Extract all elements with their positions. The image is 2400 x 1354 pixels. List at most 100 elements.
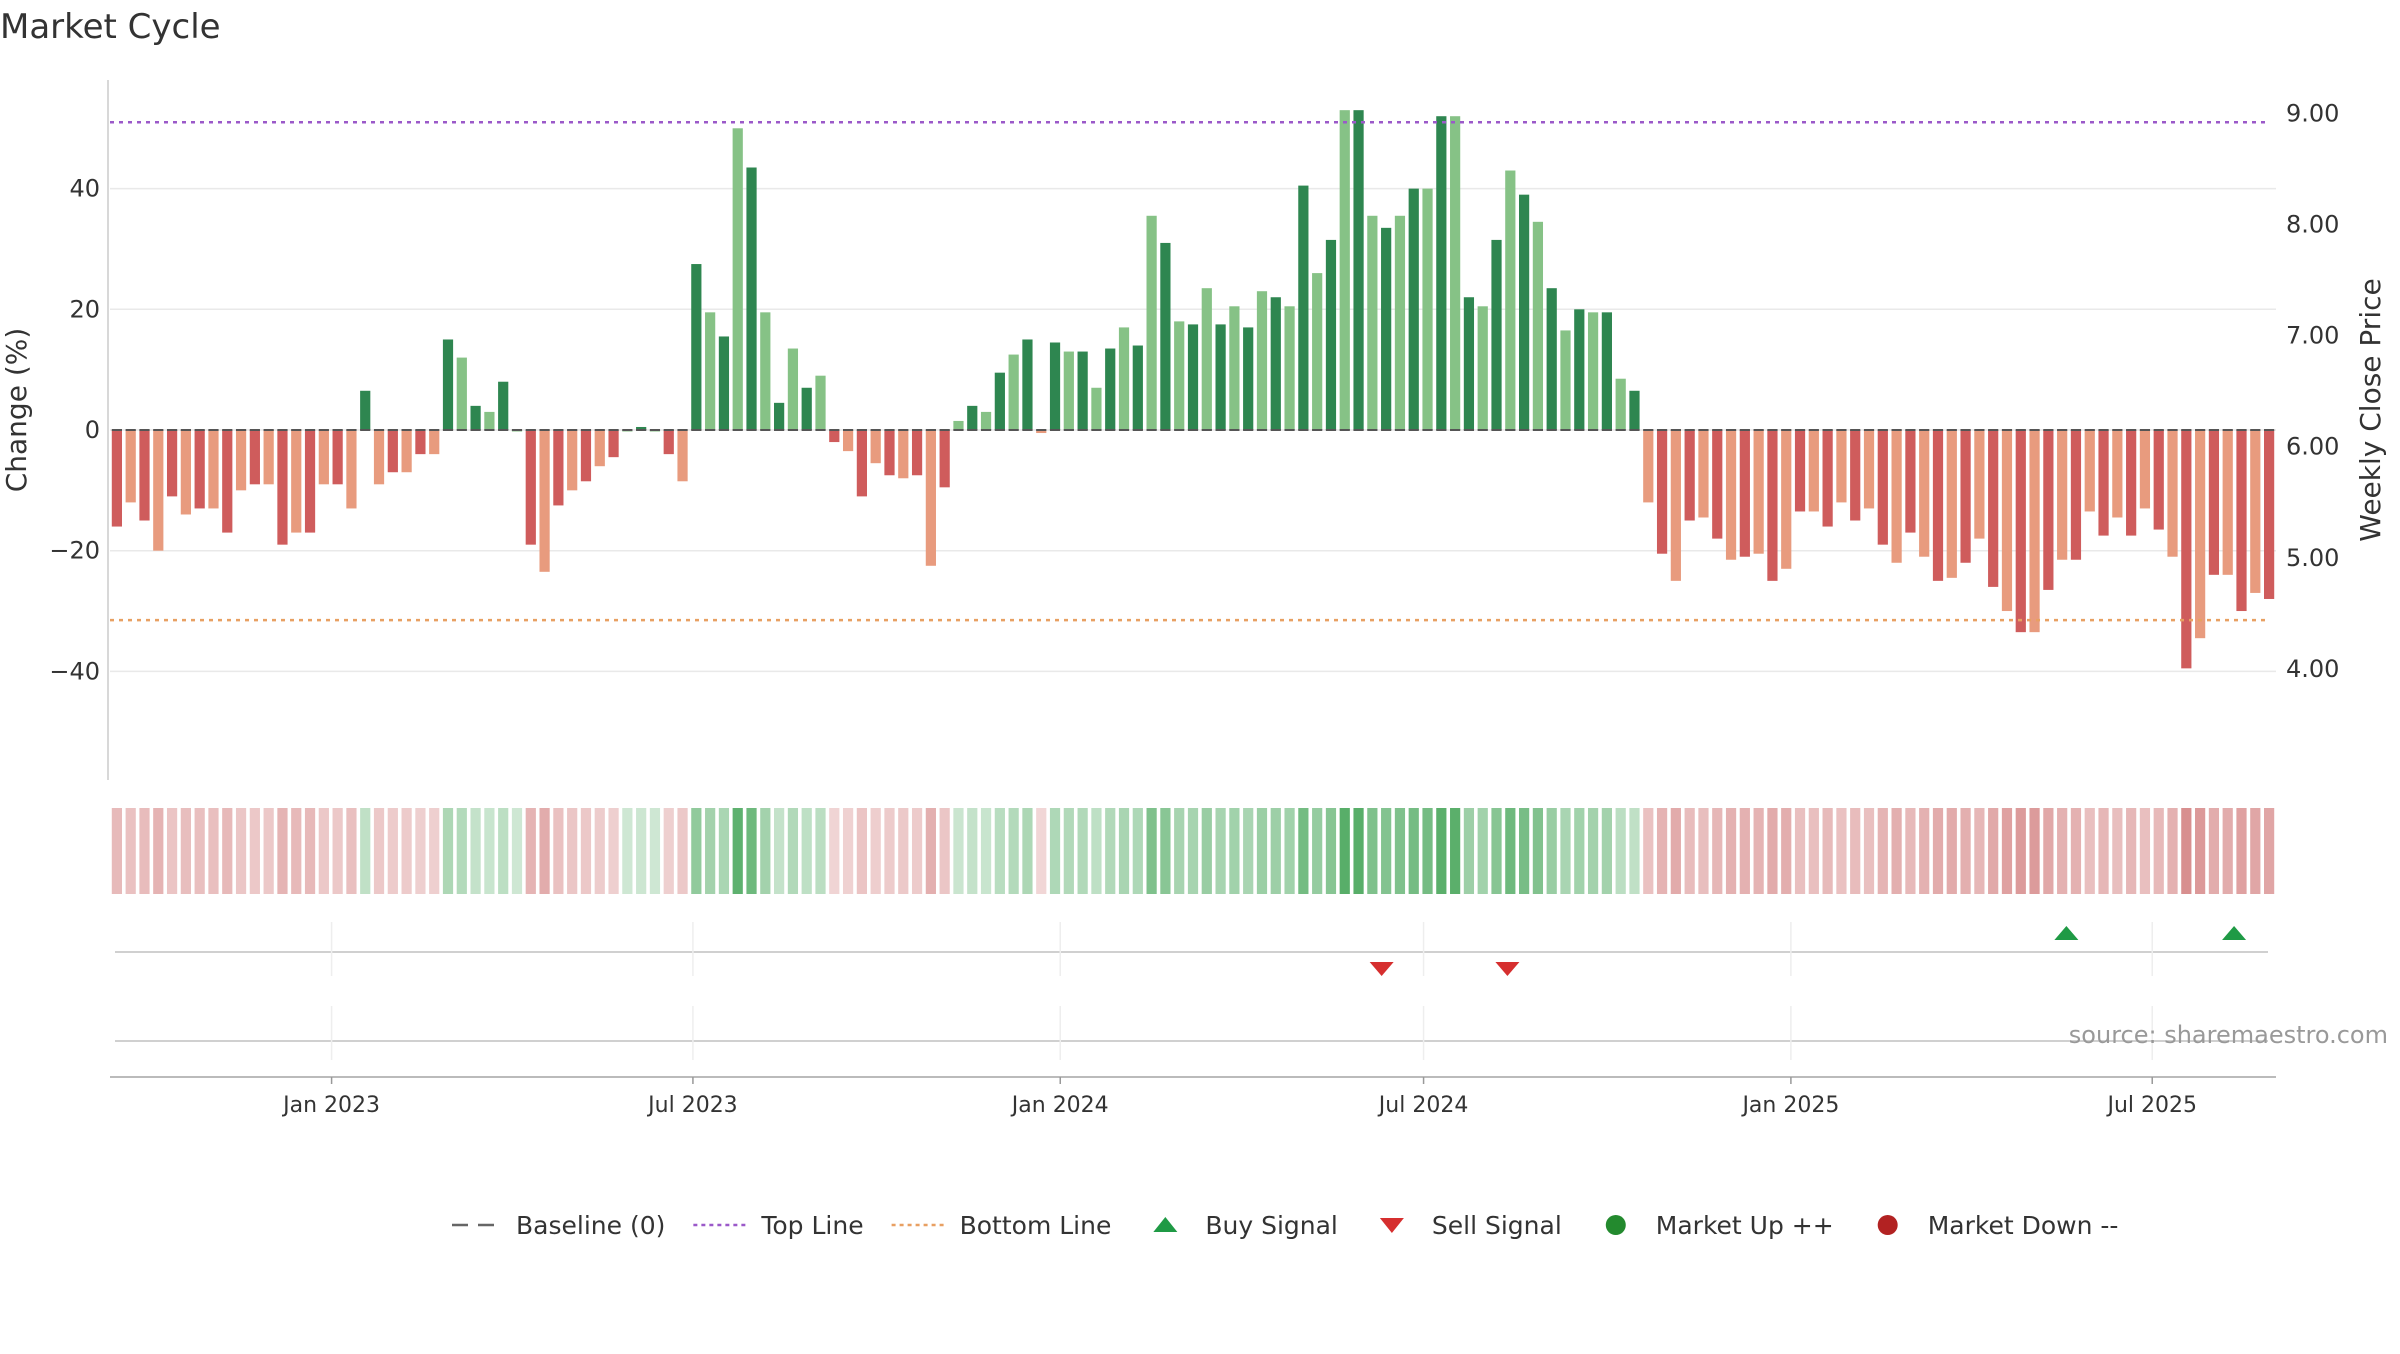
heat-strip-cell	[1022, 808, 1033, 894]
legend-circle-icon	[1605, 1215, 1626, 1235]
bar	[2208, 430, 2220, 575]
heat-strip-cell	[1381, 808, 1392, 894]
heat-strip-cell	[1546, 808, 1557, 894]
heat-strip-cell	[1463, 808, 1475, 894]
bar	[705, 312, 716, 430]
bar	[1381, 227, 1392, 430]
heat-strip-cell	[1988, 808, 1999, 894]
heat-strip-cell	[1201, 808, 1212, 894]
bar	[1643, 430, 1654, 503]
bar	[1615, 378, 1626, 430]
bar	[884, 430, 895, 476]
heat-strip-cell	[994, 808, 1005, 894]
bar	[1256, 291, 1268, 430]
y-tick-label: 0	[85, 416, 100, 444]
y-tick-label: 40	[69, 175, 100, 203]
heat-strip-cell	[1656, 808, 1668, 894]
heat-strip-cell	[2195, 808, 2206, 894]
legend-item: Baseline (0)	[452, 1211, 665, 1240]
y-tick-label: −40	[49, 657, 100, 685]
bar	[1629, 390, 1640, 430]
heat-strip-cell	[539, 808, 550, 894]
heat-strip-cell	[1712, 808, 1723, 894]
heat-strip-cell	[580, 808, 592, 894]
bar	[1712, 430, 1723, 539]
bar	[2084, 430, 2095, 512]
legend-item: Market Up ++	[1605, 1211, 1834, 1240]
heat-strip-cell	[2264, 808, 2275, 894]
bar	[1036, 430, 1047, 434]
heat-strip-cell	[760, 808, 771, 894]
bar	[1822, 430, 1833, 527]
heat-strip-cell	[470, 808, 481, 894]
sell-signal-marker	[1495, 962, 1520, 976]
heat-strip-cell	[1891, 808, 1902, 894]
heat-strip-cell	[291, 808, 302, 894]
heat-strip-cell	[1339, 808, 1350, 894]
heat-strip-cell	[1877, 808, 1888, 894]
heat-strip-cell	[1284, 808, 1295, 894]
heat-strip-cell	[2029, 808, 2040, 894]
bar	[194, 430, 205, 509]
heat-strip-cell	[1850, 808, 1861, 894]
bar	[2181, 430, 2192, 669]
bar	[1698, 430, 1709, 518]
bar	[1105, 348, 1116, 430]
bar	[2126, 430, 2137, 536]
heat-strip-cell	[2181, 808, 2192, 894]
heat-strip-cell	[1739, 808, 1750, 894]
x-tick-label: Jan 2023	[281, 1093, 380, 1118]
heat-strip-cell	[194, 808, 205, 894]
legend-label: Market Down --	[1928, 1211, 2119, 1240]
heat-strip-cell	[553, 808, 564, 894]
heat-strip-cell	[925, 808, 936, 894]
buy-signal-marker	[2054, 926, 2079, 940]
heat-strip-cell	[898, 808, 909, 894]
heat-strip-cell	[125, 808, 136, 894]
bar	[1546, 288, 1557, 430]
bar	[1877, 430, 1888, 545]
heat-strip-cell	[1215, 808, 1226, 894]
bar	[1174, 321, 1185, 430]
heat-strip-cell	[332, 808, 343, 894]
bar	[1808, 430, 1819, 512]
bar	[1532, 221, 1544, 430]
bar	[346, 430, 357, 509]
heat-strip-cell	[953, 808, 964, 894]
heat-strip-cell	[180, 808, 191, 894]
heat-strip-cell	[2084, 808, 2095, 894]
bar	[1946, 430, 1957, 578]
bar	[1739, 430, 1750, 557]
heat-strip-cell	[870, 808, 881, 894]
x-axis: Jan 2023 Jul 2023 Jan 2024 Jul 2024 Jan 2025…	[110, 1076, 2276, 1118]
heat-strip-cell	[318, 808, 329, 894]
heat-strip-cell	[1560, 808, 1571, 894]
heat-strip-cell	[1725, 808, 1737, 894]
y-axis-label: Change (%)	[0, 328, 33, 493]
heat-strip-cell	[1270, 808, 1281, 894]
heat-strip-cell	[1574, 808, 1585, 894]
bar	[1436, 116, 1447, 431]
heat-strip-cell	[1684, 808, 1695, 894]
heat-strip-cell	[1698, 808, 1709, 894]
bar	[1146, 215, 1157, 430]
bar	[2098, 430, 2109, 536]
y2-tick-label: 4.00	[2286, 655, 2339, 683]
heat-strip-cell	[1367, 808, 1378, 894]
bar	[360, 390, 371, 430]
bar	[2057, 430, 2068, 560]
heat-strip-cell	[2001, 808, 2013, 894]
buy-signal-marker	[2222, 926, 2247, 940]
heat-strip-cell	[2070, 808, 2082, 894]
bar	[594, 430, 605, 467]
y-tick-label: −20	[49, 537, 100, 565]
bar	[387, 430, 398, 473]
heat-strip-cell	[2208, 808, 2220, 894]
heat-strip-cell	[1008, 808, 1019, 894]
bar	[1118, 327, 1130, 430]
bar	[1656, 430, 1668, 554]
heat-strip-cell	[2139, 808, 2151, 894]
heat-strip-cell	[1491, 808, 1502, 894]
heat-strip	[111, 808, 2275, 894]
heat-strip-cell	[2057, 808, 2068, 894]
